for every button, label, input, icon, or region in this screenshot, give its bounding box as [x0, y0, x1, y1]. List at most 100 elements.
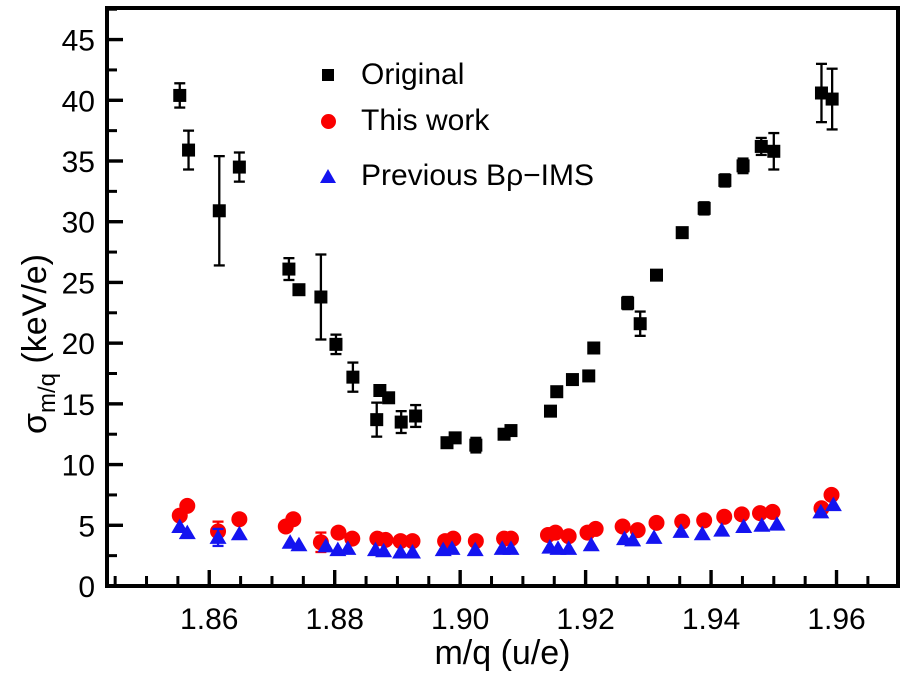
data-point-square	[370, 413, 384, 427]
data-point-circle	[392, 533, 409, 550]
data-point-square	[409, 409, 423, 423]
data-point-triangle	[735, 518, 753, 533]
data-point-triangle	[560, 540, 578, 555]
data-point-triangle	[768, 516, 786, 531]
data-point-square	[697, 201, 711, 215]
data-point-square	[754, 139, 768, 153]
y-tick-label: 5	[78, 510, 95, 543]
data-point-triangle	[549, 540, 567, 555]
x-tick-label: 1.96	[807, 603, 865, 636]
data-point-square	[718, 173, 732, 187]
data-point-triangle	[403, 544, 421, 559]
legend-marker-cell	[303, 169, 353, 183]
data-point-square	[504, 424, 518, 438]
y-tick-label: 15	[62, 389, 95, 422]
data-point-triangle	[443, 540, 461, 555]
data-point-circle	[733, 506, 750, 523]
data-point-square	[346, 370, 360, 384]
y-tick-label: 25	[62, 267, 95, 300]
data-point-triangle	[209, 529, 227, 544]
data-point-square	[633, 317, 647, 331]
data-point-square	[173, 88, 187, 102]
data-point-circle	[445, 530, 462, 547]
data-point-square	[825, 92, 839, 106]
data-point-triangle	[339, 540, 357, 555]
data-point-square	[212, 204, 226, 218]
y-tick-label: 40	[62, 85, 95, 118]
data-point-square	[587, 341, 601, 355]
data-point-square	[543, 404, 557, 418]
data-point-circle	[404, 533, 421, 550]
data-point-triangle	[713, 522, 731, 537]
x-tick-label: 1.88	[306, 603, 364, 636]
data-point-square	[182, 143, 196, 157]
y-tick-label: 10	[62, 450, 95, 483]
data-point-square	[314, 290, 328, 304]
legend-marker-cell	[303, 113, 353, 129]
square-marker-icon	[322, 69, 334, 81]
data-point-circle	[614, 518, 631, 535]
data-point-triangle	[624, 531, 642, 547]
data-point-circle	[751, 505, 768, 522]
legend-item-previous: Previous Bρ−IMS	[303, 153, 594, 199]
data-point-square	[736, 159, 750, 173]
y-tick-label: 35	[62, 146, 95, 179]
data-point-triangle	[753, 517, 771, 532]
data-point-triangle	[502, 540, 520, 555]
data-point-triangle	[812, 503, 830, 519]
data-point-circle	[179, 497, 196, 514]
data-point-circle	[560, 528, 577, 545]
data-point-square	[394, 415, 408, 429]
data-point-square	[767, 144, 781, 158]
data-point-circle	[674, 513, 691, 530]
data-point-square	[282, 262, 296, 276]
data-point-square	[814, 86, 828, 100]
sigma-symbol: σ	[16, 413, 54, 435]
x-tick-label: 1.86	[180, 603, 238, 636]
data-point-triangle	[824, 496, 842, 512]
data-point-square	[329, 337, 343, 351]
data-point-triangle	[375, 542, 393, 558]
data-point-circle	[285, 511, 302, 528]
x-axis-title: m/q (u/e)	[434, 634, 571, 672]
legend-item-original: Original	[303, 52, 594, 98]
data-point-triangle	[171, 518, 189, 533]
data-point-circle	[823, 486, 840, 503]
data-point-triangle	[466, 541, 484, 557]
y-axis-unit: (keV/e)	[16, 253, 54, 374]
data-point-square	[382, 391, 396, 405]
data-point-circle	[547, 524, 564, 541]
data-point-circle	[696, 512, 713, 529]
data-point-triangle	[672, 523, 690, 538]
y-tick-label: 30	[62, 207, 95, 240]
data-point-triangle	[645, 529, 663, 544]
data-point-square	[232, 160, 246, 174]
data-point-circle	[502, 530, 519, 547]
y-tick-label: 20	[62, 328, 95, 361]
data-point-circle	[648, 514, 665, 531]
legend-label: Previous Bρ−IMS	[361, 159, 594, 192]
axis-box	[105, 6, 900, 588]
data-point-triangle	[317, 537, 335, 553]
data-point-square	[292, 283, 306, 297]
data-point-triangle	[693, 525, 711, 541]
data-point-circle	[231, 511, 248, 528]
data-point-triangle	[290, 536, 308, 552]
legend-item-this-work: This work	[303, 98, 594, 144]
data-point-triangle	[178, 524, 196, 540]
triangle-marker-icon	[320, 169, 336, 183]
data-point-circle	[467, 533, 484, 550]
data-point-square	[582, 369, 596, 383]
data-point-square	[550, 385, 564, 399]
data-point-square	[469, 438, 483, 452]
y-tick-label: 0	[78, 571, 95, 604]
data-point-square	[675, 226, 689, 240]
data-point-circle	[716, 508, 733, 525]
data-point-triangle	[230, 525, 248, 541]
data-point-triangle	[392, 544, 410, 559]
x-tick-label: 1.90	[431, 603, 489, 636]
data-point-square	[621, 296, 635, 310]
data-point-circle	[587, 520, 604, 537]
